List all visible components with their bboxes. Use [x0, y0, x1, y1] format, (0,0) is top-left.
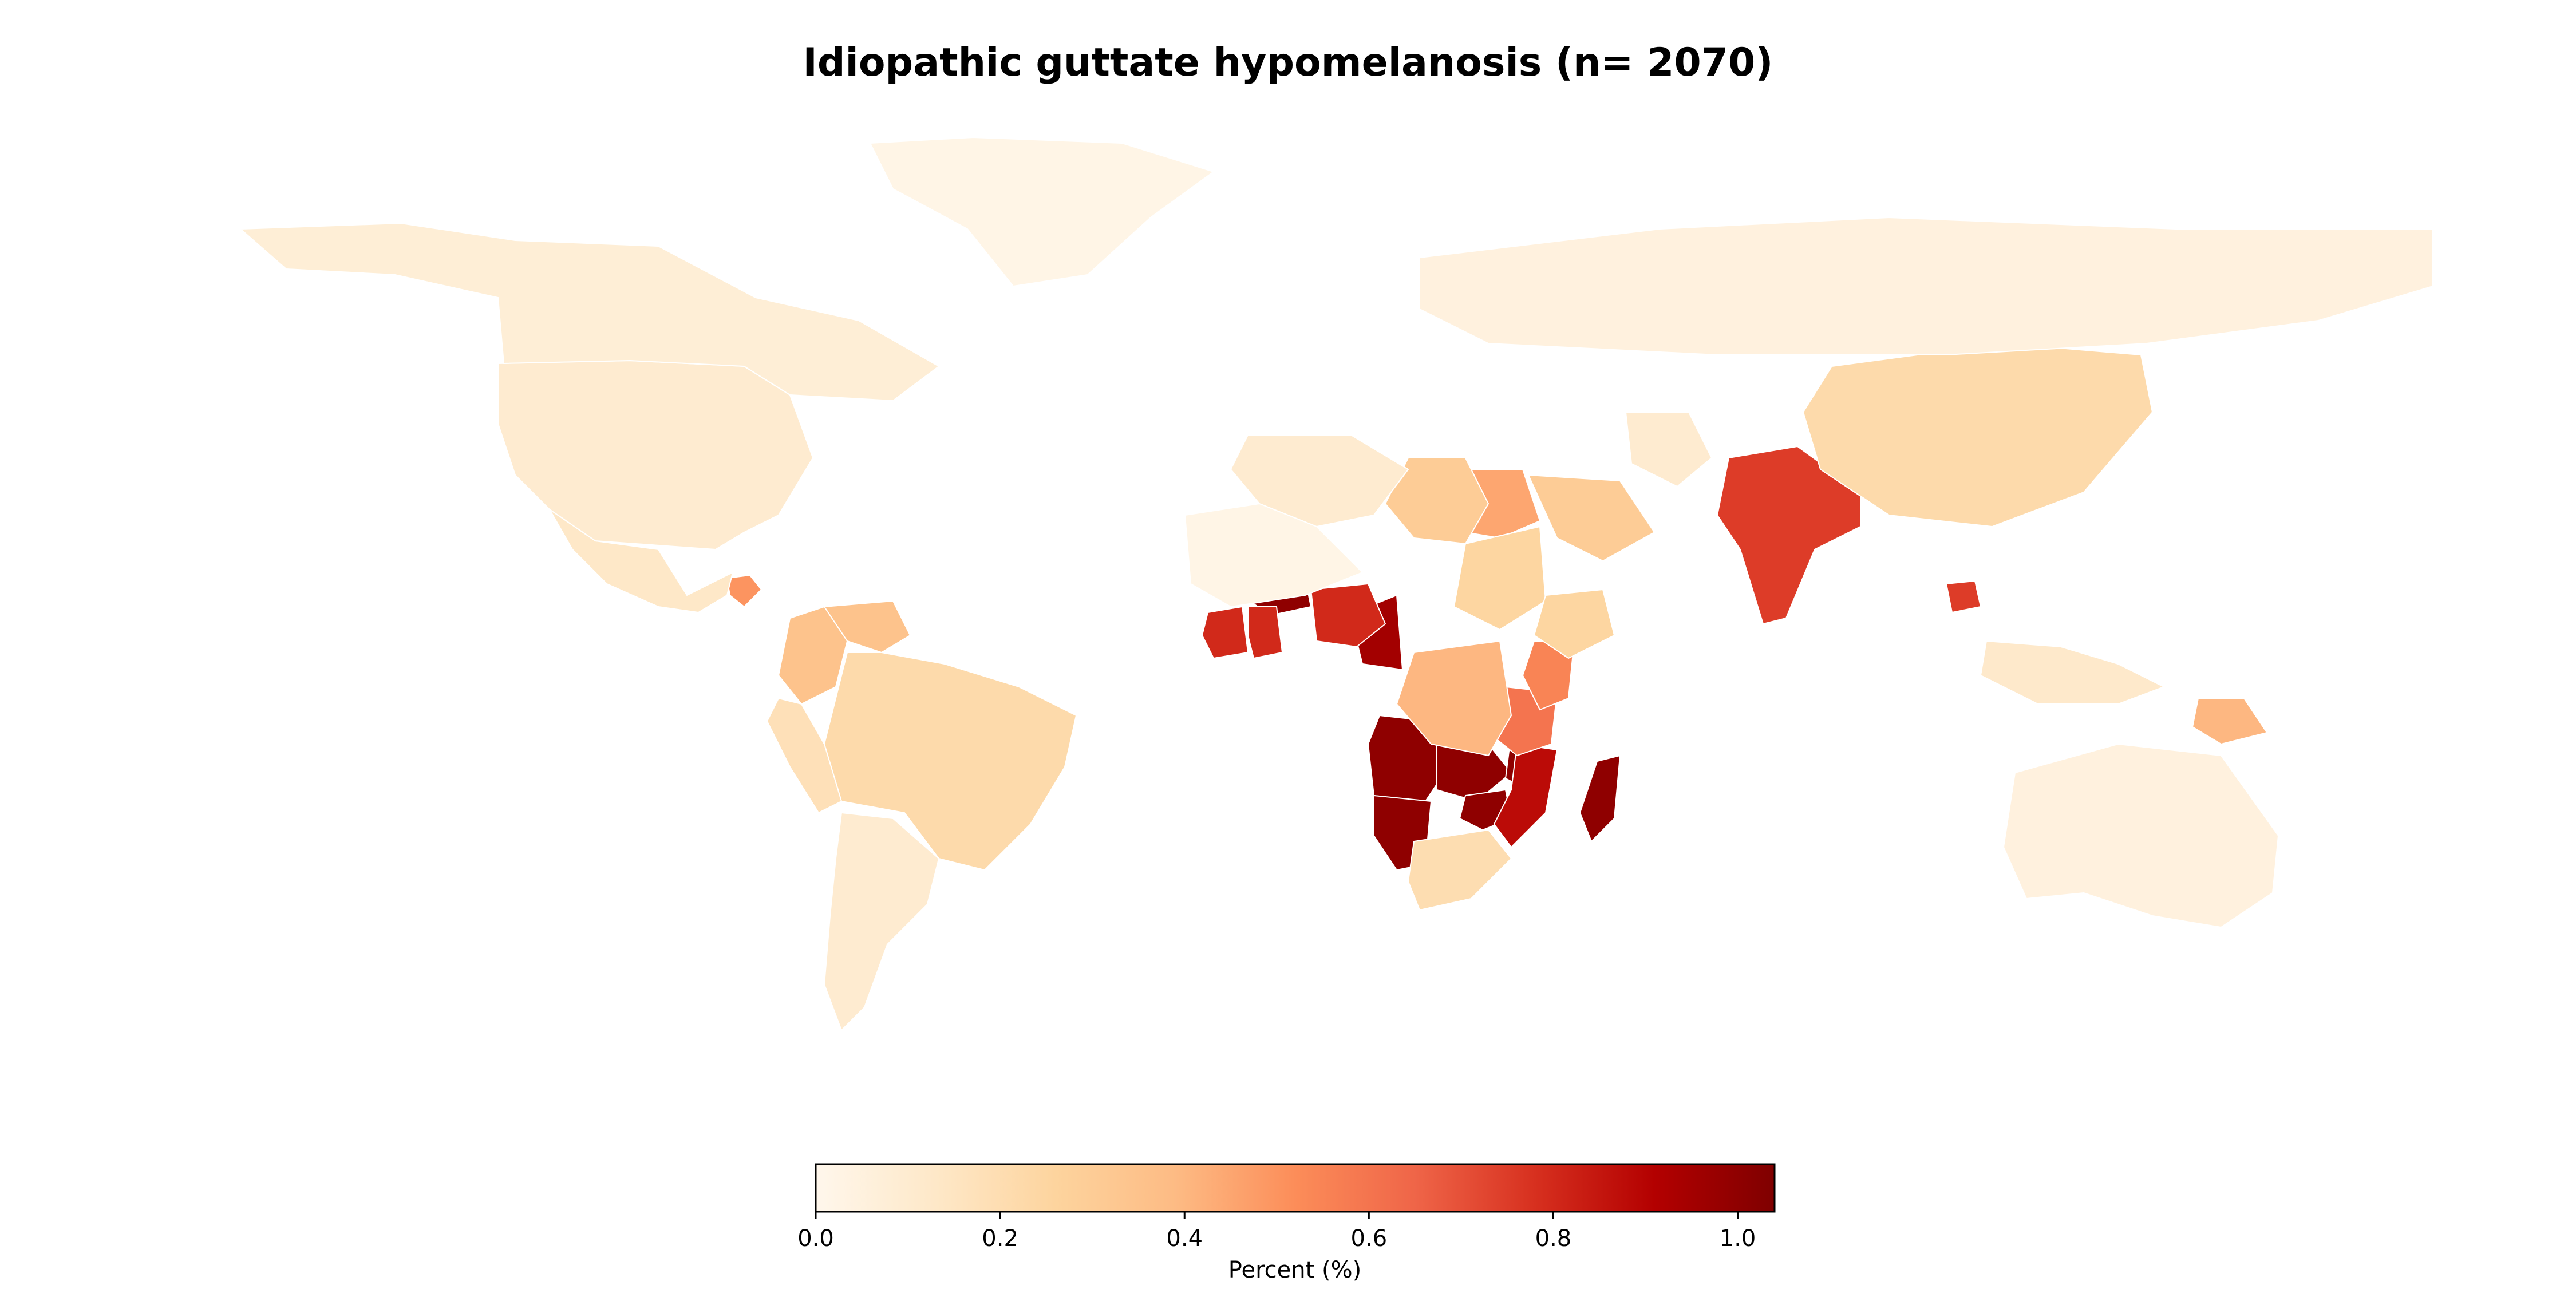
country-algeria — [1230, 434, 1409, 528]
country-peru — [766, 697, 843, 814]
country-mozambique — [1493, 743, 1558, 848]
country-mexico — [549, 509, 734, 614]
world-map — [239, 136, 2433, 1031]
country-cambodia — [1945, 580, 1982, 614]
country-sudan — [1453, 525, 1547, 631]
country-canada — [239, 222, 940, 402]
country-ghana — [1247, 606, 1283, 659]
country-china — [1802, 342, 2154, 528]
country-iran — [1625, 412, 1713, 488]
colorbar-tick-label: 0.6 — [1351, 1225, 1388, 1252]
colorbar-tick-label: 0.2 — [982, 1225, 1018, 1252]
colorbar-axis-label: Percent (%) — [1228, 1257, 1361, 1283]
chart-title: Idiopathic guttate hypomelanosis (n= 207… — [803, 40, 1773, 85]
country-indonesia — [1980, 640, 2166, 705]
country-argentina — [823, 812, 940, 1031]
country-nigeria — [1310, 583, 1386, 648]
country-venezuela — [823, 600, 911, 654]
country-honduras — [726, 574, 762, 608]
country-madagascar — [1579, 754, 1621, 843]
country-saudi-arabia — [1527, 474, 1656, 562]
country-mali — [1184, 503, 1364, 608]
colorbar-tick-label: 1.0 — [1720, 1225, 1756, 1252]
colorbar-gradient — [815, 1163, 1776, 1213]
country-russia — [1419, 216, 2433, 355]
country-cote-d-ivoire — [1201, 606, 1249, 659]
country-south-africa — [1407, 829, 1512, 911]
country-australia — [2002, 743, 2279, 928]
country-ethiopia — [1533, 588, 1615, 659]
colorbar-tick-label: 0.8 — [1535, 1225, 1572, 1252]
country-dr-congo — [1396, 640, 1512, 757]
colorbar-tick-label: 0.0 — [797, 1225, 834, 1252]
country-greenland — [869, 136, 1215, 287]
country-papua-new-guinea — [2191, 698, 2268, 745]
colorbar-tick-label: 0.4 — [1166, 1225, 1203, 1252]
